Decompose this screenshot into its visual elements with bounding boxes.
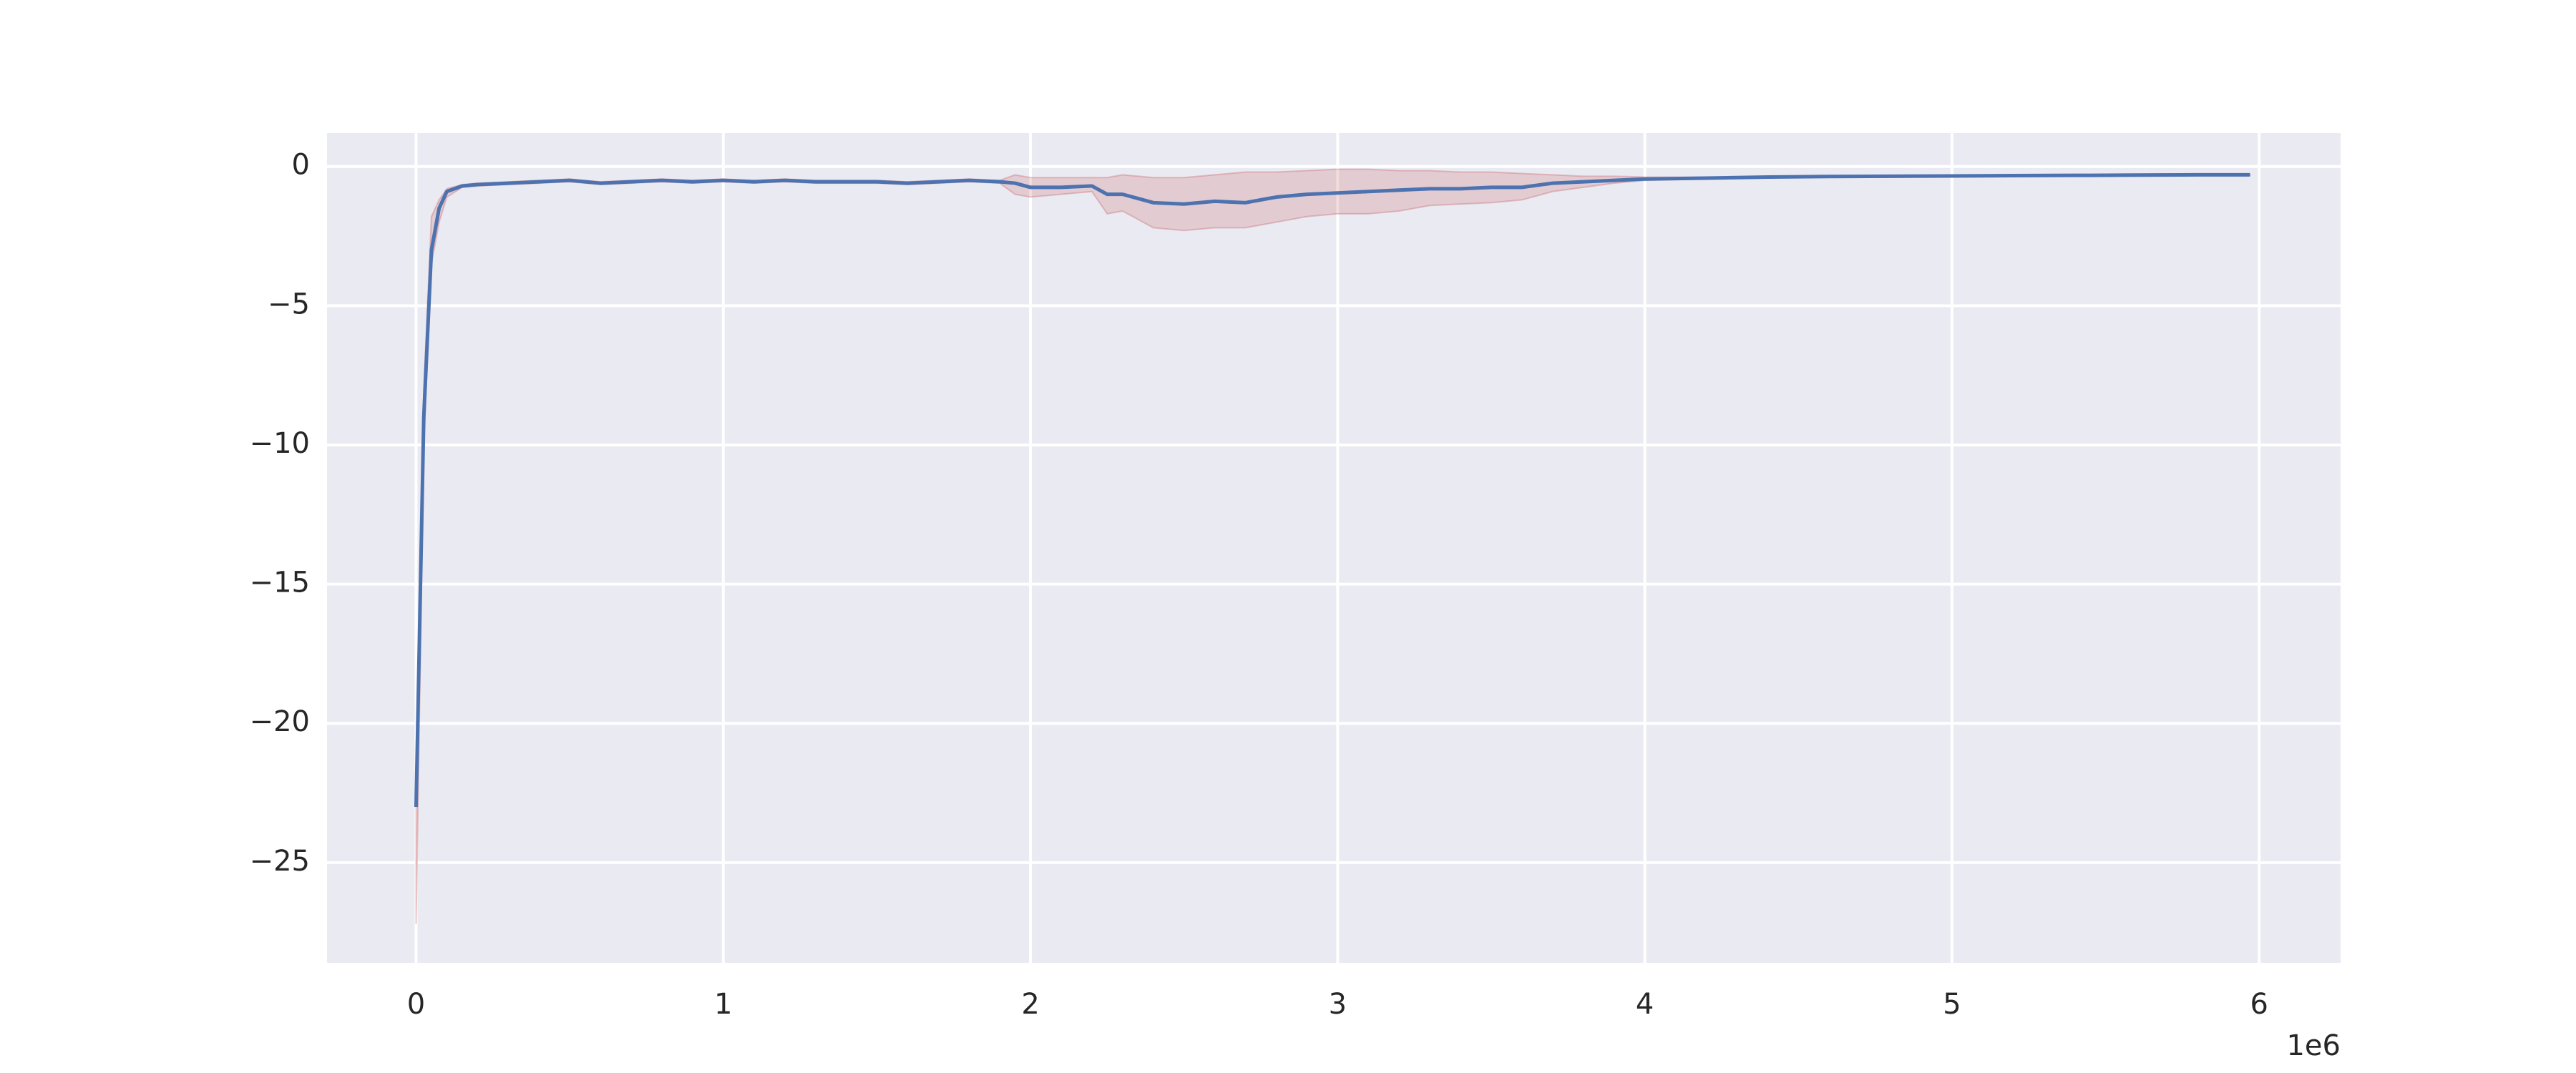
line [414,172,2250,808]
x-tick-label: 1 [714,988,732,1021]
x-tick-label: 5 [1943,988,1961,1021]
y-tick-label: −10 [250,427,310,460]
x-tick-label: 2 [1021,988,1039,1021]
x-tick-label: 4 [1636,988,1654,1021]
y-tick-label: −5 [268,288,310,320]
x-offset-label: 1e6 [2286,1029,2341,1062]
y-tick-label: −15 [250,567,310,599]
y-tick-label: −20 [250,705,310,738]
y-tick-label: 0 [292,149,310,182]
y-tick-label: −25 [250,845,310,878]
plot-area [327,133,2341,963]
x-tick-label: 0 [407,988,425,1021]
x-tick-label: 6 [2250,988,2268,1021]
x-tick-label: 3 [1329,988,1347,1021]
